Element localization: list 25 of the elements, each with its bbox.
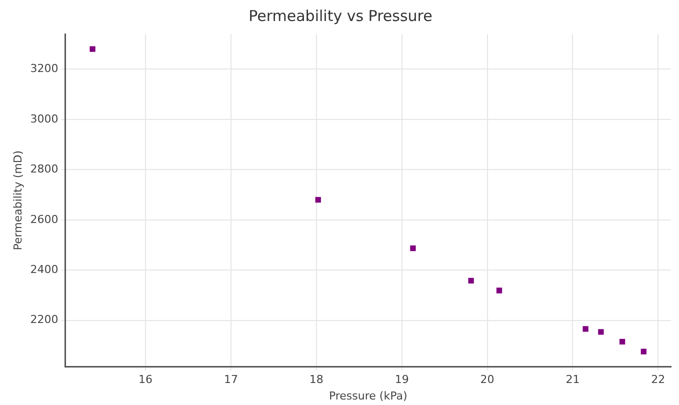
point xyxy=(619,338,626,345)
point xyxy=(598,329,604,335)
chart-title: Permeability vs Pressure xyxy=(248,6,432,25)
y-tick-label: 2800 xyxy=(30,162,58,176)
x-axis-title: Pressure (kPa) xyxy=(328,389,408,402)
x-tick-label: 22 xyxy=(651,373,666,386)
x-tick-label: 18 xyxy=(309,373,324,386)
point xyxy=(582,326,588,332)
point xyxy=(468,278,474,284)
y-tick-label: 2200 xyxy=(30,313,58,326)
x-tick-label: 20 xyxy=(480,373,494,386)
point xyxy=(410,245,416,252)
x-tick-label: 17 xyxy=(224,373,238,386)
point xyxy=(315,196,321,203)
point xyxy=(90,46,96,52)
y-tick-label: 3200 xyxy=(30,62,58,76)
x-tick-label: 16 xyxy=(138,373,153,386)
y-tick-label: 2600 xyxy=(30,212,58,226)
y-axis-title: Permeability (mD) xyxy=(11,150,24,250)
x-tick-label: 19 xyxy=(394,373,409,386)
point xyxy=(496,288,502,294)
y-tick-label: 2400 xyxy=(30,262,58,276)
y-tick-label: 3000 xyxy=(30,112,58,126)
point xyxy=(640,348,646,354)
x-tick-label: 21 xyxy=(566,373,580,386)
